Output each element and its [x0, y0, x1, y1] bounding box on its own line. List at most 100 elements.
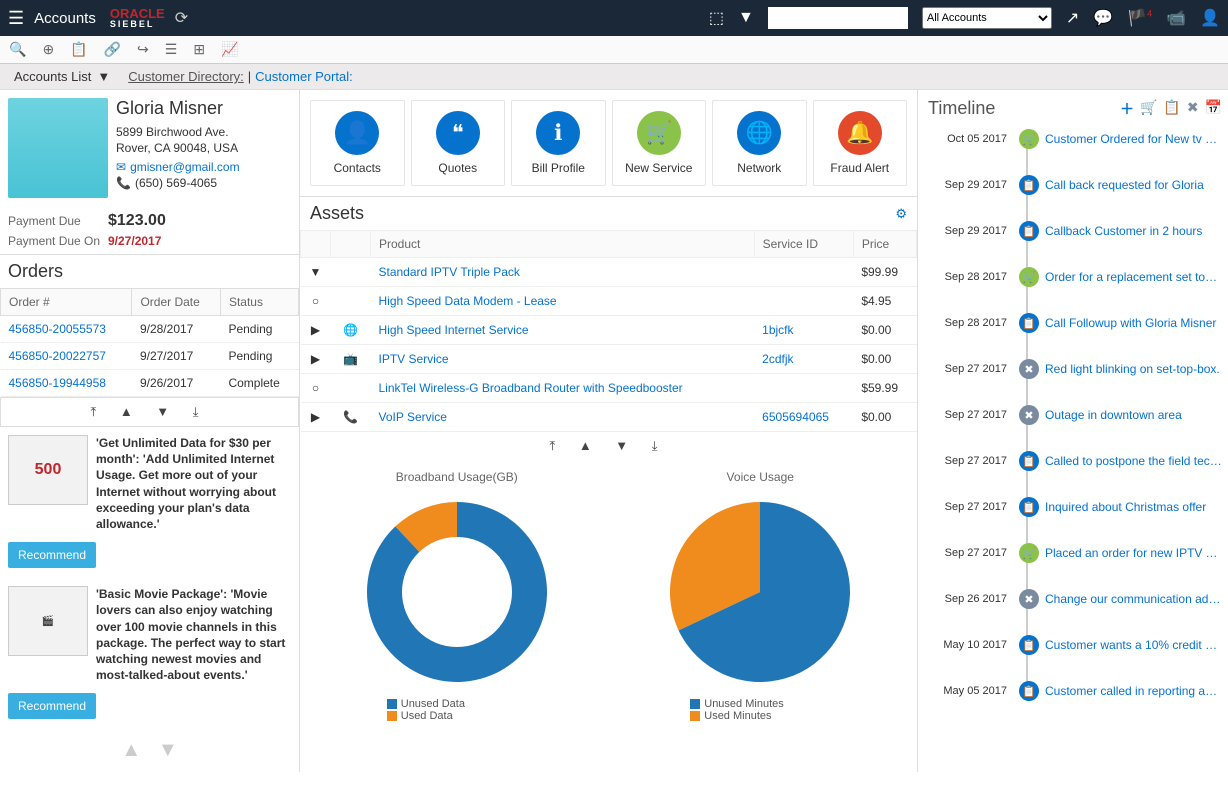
asset-product-link[interactable]: IPTV Service	[371, 345, 755, 374]
asset-product-link[interactable]: Standard IPTV Triple Pack	[371, 258, 755, 287]
timeline-doc-icon[interactable]: 📋	[1163, 99, 1180, 119]
link-icon[interactable]: 🔗	[99, 38, 126, 61]
timeline-item[interactable]: Sep 27 2017📋Inquired about Christmas off…	[928, 497, 1222, 517]
timeline-item[interactable]: Sep 27 2017✖Red light blinking on set-to…	[928, 359, 1222, 379]
timeline-text[interactable]: Inquired about Christmas offer	[1045, 500, 1222, 514]
payment-info: Payment Due$123.00 Payment Due On9/27/20…	[0, 206, 299, 254]
list-icon[interactable]: ☰	[160, 38, 183, 61]
timeline-text[interactable]: Customer wants a 10% credit on c...	[1045, 638, 1222, 652]
order-link[interactable]: 456850-19944958	[1, 370, 132, 397]
forward-icon[interactable]: ⟳	[175, 8, 188, 28]
asset-service-link[interactable]: 2cdfjk	[754, 345, 853, 374]
order-col-status[interactable]: Status	[220, 289, 298, 316]
chevron-down-icon[interactable]: ▼	[97, 69, 110, 84]
asset-product-link[interactable]: LinkTel Wireless-G Broadband Router with…	[371, 374, 755, 403]
dropdown-icon[interactable]: ▼	[738, 9, 754, 27]
timeline-item[interactable]: May 10 2017📋Customer wants a 10% credit …	[928, 635, 1222, 655]
notification-icon[interactable]: 🏴4	[1127, 8, 1152, 28]
assets-gear-icon[interactable]: ⚙	[895, 206, 907, 222]
asset-service-link[interactable]: 6505694065	[754, 403, 853, 432]
timeline-date: Sep 28 2017	[928, 271, 1013, 283]
timeline-text[interactable]: Red light blinking on set-top-box.	[1045, 362, 1222, 376]
accounts-list-tab[interactable]: Accounts List ▼	[6, 67, 118, 86]
timeline-text[interactable]: Customer called in reporting an ou...	[1045, 684, 1222, 698]
timeline-tool-icon[interactable]: ✖	[1187, 99, 1199, 119]
left-bottom-pager[interactable]: ▲ ▼	[0, 729, 299, 772]
recommend-button[interactable]: Recommend	[8, 542, 96, 568]
order-col-num[interactable]: Order #	[1, 289, 132, 316]
timeline-cal-icon[interactable]: 📅	[1205, 99, 1222, 119]
recommend-button[interactable]: Recommend	[8, 693, 96, 719]
order-link[interactable]: 456850-20055573	[1, 316, 132, 343]
timeline-text[interactable]: Called to postpone the field techni...	[1045, 454, 1222, 468]
asset-product-link[interactable]: High Speed Data Modem - Lease	[371, 287, 755, 316]
asset-caret[interactable]: ▶	[301, 316, 331, 345]
chat-icon[interactable]: 💬	[1093, 8, 1113, 28]
asset-service-link[interactable]	[754, 258, 853, 287]
assets-col-price[interactable]: Price	[853, 231, 916, 258]
timeline-text[interactable]: Callback Customer in 2 hours	[1045, 224, 1222, 238]
action-fraud-alert[interactable]: 🔔Fraud Alert	[813, 100, 908, 186]
assets-col-service[interactable]: Service ID	[754, 231, 853, 258]
asset-service-link[interactable]	[754, 287, 853, 316]
user-icon[interactable]: 👤	[1200, 8, 1220, 28]
asset-caret[interactable]: ▼	[301, 258, 331, 287]
video-icon[interactable]: 📹	[1166, 8, 1186, 28]
chart-icon[interactable]: 📈	[216, 38, 243, 61]
grid-icon[interactable]: ⊞	[188, 38, 210, 61]
asset-product-link[interactable]: VoIP Service	[371, 403, 755, 432]
email-link[interactable]: ✉gmisner@gmail.com	[116, 160, 240, 174]
search-icon[interactable]: 🔍	[4, 38, 31, 61]
action-network[interactable]: 🌐Network	[712, 100, 807, 186]
timeline-item[interactable]: Oct 05 2017🛒Customer Ordered for New tv …	[928, 129, 1222, 149]
clipboard-icon[interactable]: 📋	[65, 38, 92, 61]
customer-portal-link[interactable]: Customer Portal:	[255, 69, 353, 84]
target-icon[interactable]: ⊕	[37, 38, 59, 61]
promo-text: 'Basic Movie Package': 'Movie lovers can…	[96, 586, 291, 683]
timeline-text[interactable]: Order for a replacement set top box	[1045, 270, 1222, 284]
timeline-text[interactable]: Change our communication addre...	[1045, 592, 1222, 606]
timeline-item[interactable]: Sep 28 2017🛒Order for a replacement set …	[928, 267, 1222, 287]
timeline-item[interactable]: May 05 2017📋Customer called in reporting…	[928, 681, 1222, 701]
timeline-cart-icon[interactable]: 🛒	[1140, 99, 1157, 119]
menu-icon[interactable]: ☰	[8, 8, 24, 29]
action-new-service[interactable]: 🛒New Service	[612, 100, 707, 186]
timeline-item[interactable]: Sep 29 2017📋Callback Customer in 2 hours	[928, 221, 1222, 241]
orders-pager[interactable]: ⤒ ▲ ▼ ⤓	[0, 397, 299, 427]
asset-product-link[interactable]: High Speed Internet Service	[371, 316, 755, 345]
network-icon: 🌐	[737, 111, 781, 155]
new-service-icon: 🛒	[637, 111, 681, 155]
asset-caret[interactable]: ○	[301, 287, 331, 316]
timeline-text[interactable]: Call Followup with Gloria Misner	[1045, 316, 1222, 330]
search-input[interactable]	[768, 7, 908, 29]
timeline-item[interactable]: Sep 26 2017✖Change our communication add…	[928, 589, 1222, 609]
timeline-text[interactable]: Placed an order for new IPTV Tripl...	[1045, 546, 1222, 560]
timeline-add-icon[interactable]: ＋	[1120, 99, 1134, 119]
action-quotes[interactable]: ❝Quotes	[411, 100, 506, 186]
assets-pager[interactable]: ⤒ ▲ ▼ ⤓	[300, 432, 917, 460]
action-bill-profile[interactable]: ℹBill Profile	[511, 100, 606, 186]
flow-icon[interactable]: ↪	[132, 38, 154, 61]
asset-service-link[interactable]	[754, 374, 853, 403]
timeline-item[interactable]: Sep 27 2017✖Outage in downtown area	[928, 405, 1222, 425]
asset-service-link[interactable]: 1bjcfk	[754, 316, 853, 345]
cube-icon[interactable]: ⬚	[709, 8, 724, 28]
timeline-item[interactable]: Sep 29 2017📋Call back requested for Glor…	[928, 175, 1222, 195]
asset-caret[interactable]: ○	[301, 374, 331, 403]
asset-caret[interactable]: ▶	[301, 403, 331, 432]
timeline-text[interactable]: Outage in downtown area	[1045, 408, 1222, 422]
timeline-text[interactable]: Customer Ordered for New tv con...	[1045, 132, 1222, 146]
share-icon[interactable]: ↗	[1066, 8, 1079, 28]
timeline-item[interactable]: Sep 27 2017📋Called to postpone the field…	[928, 451, 1222, 471]
accounts-filter[interactable]: All Accounts	[922, 7, 1052, 29]
asset-caret[interactable]: ▶	[301, 345, 331, 374]
timeline-dot-icon: 📋	[1019, 175, 1039, 195]
action-contacts[interactable]: 👤Contacts	[310, 100, 405, 186]
customer-directory-link[interactable]: Customer Directory:	[128, 69, 244, 84]
order-link[interactable]: 456850-20022757	[1, 343, 132, 370]
order-col-date[interactable]: Order Date	[132, 289, 220, 316]
timeline-item[interactable]: Sep 27 2017🛒Placed an order for new IPTV…	[928, 543, 1222, 563]
timeline-item[interactable]: Sep 28 2017📋Call Followup with Gloria Mi…	[928, 313, 1222, 333]
assets-col-product[interactable]: Product	[371, 231, 755, 258]
timeline-text[interactable]: Call back requested for Gloria	[1045, 178, 1222, 192]
